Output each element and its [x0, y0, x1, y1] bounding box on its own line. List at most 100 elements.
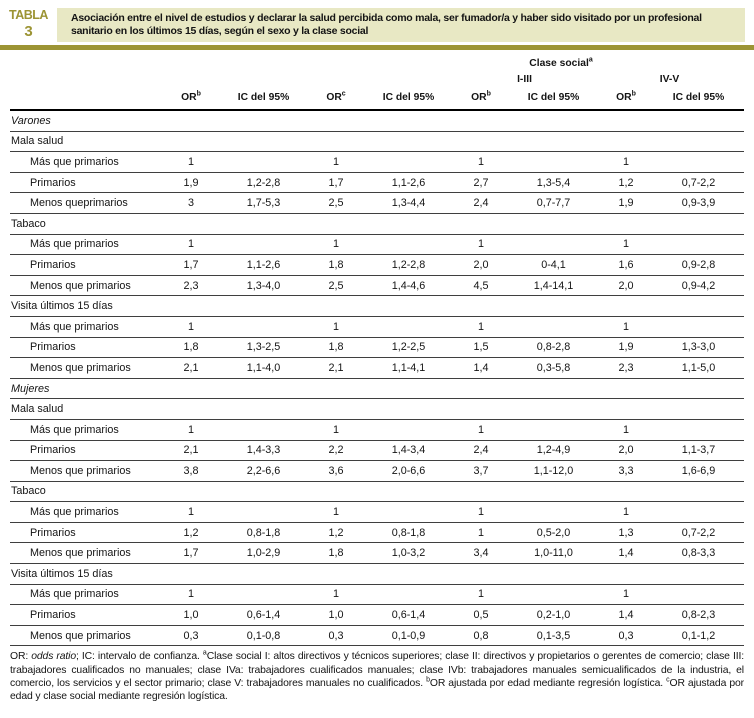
value-cell: 0,8-2,3 — [681, 609, 716, 622]
value-cell: 1,0-2,9 — [246, 547, 281, 560]
value-cell: 1,1-2,6 — [391, 176, 426, 189]
value-cell: 0,3-5,8 — [536, 361, 571, 374]
value-cell: 0,5 — [473, 609, 489, 622]
value-cell: 1 — [477, 526, 484, 539]
value-cell: 1 — [622, 320, 629, 333]
value-cell: 1 — [187, 155, 194, 168]
class-group-row: I-III IV-V — [10, 71, 744, 88]
value-cell: 1,2-2,8 — [391, 258, 426, 271]
value-cell: 1 — [477, 155, 484, 168]
footnote-superscript: c — [666, 676, 670, 684]
row-label: Varones — [11, 114, 51, 127]
row-label: Menos que primarios — [30, 279, 131, 292]
subheader-row: Mala salud — [10, 399, 744, 420]
row-label: Menos que primarios — [30, 547, 131, 560]
subheader-row: Tabaco — [10, 482, 744, 503]
subheader-row: Visita últimos 15 días — [10, 296, 744, 317]
value-cell: 0-4,1 — [541, 258, 566, 271]
row-label: Menos que primarios — [30, 464, 131, 477]
value-cell: 1 — [332, 506, 339, 519]
value-cell: 0,8-2,8 — [536, 341, 571, 354]
value-cell: 1,2-2,5 — [391, 341, 426, 354]
value-cell: 1,3-4,4 — [391, 197, 426, 210]
table-badge-label: TABLA — [9, 8, 48, 22]
value-cell: 0,3 — [183, 629, 199, 642]
value-cell: 0,5-2,0 — [536, 526, 571, 539]
group-row: Mujeres — [10, 379, 744, 400]
value-cell: 1,8 — [328, 258, 344, 271]
row-label: Primarios — [30, 609, 76, 622]
table-row: Más que primarios 1 1 1 1 — [10, 317, 744, 338]
value-cell: 0,7-7,7 — [536, 197, 571, 210]
row-label: Menos que primarios — [30, 361, 131, 374]
value-cell: 1,3-2,5 — [246, 341, 281, 354]
value-cell: 1,9 — [618, 341, 634, 354]
value-cell: 1 — [332, 423, 339, 436]
value-cell: 1,4 — [618, 609, 634, 622]
subheader-row: Tabaco — [10, 214, 744, 235]
value-cell: 1 — [332, 155, 339, 168]
value-cell: 4,5 — [473, 279, 489, 292]
table-row: Más que primarios 1 1 1 1 — [10, 585, 744, 606]
table-badge-number: 3 — [24, 22, 33, 40]
row-label: Tabaco — [11, 217, 46, 230]
spanner-row: Clase sociala — [10, 55, 744, 71]
value-cell: 1,7 — [183, 258, 199, 271]
value-cell: 1,2-2,8 — [246, 176, 281, 189]
table-head: Clase sociala I-III IV-V ORb IC del 95% OR… — [10, 55, 744, 111]
value-cell: 1 — [477, 588, 484, 601]
value-cell: 1 — [187, 320, 194, 333]
value-cell: 1 — [187, 423, 194, 436]
value-cell: 3 — [187, 197, 194, 210]
value-cell: 3,6 — [328, 464, 344, 477]
value-cell: 1,1-4,1 — [391, 361, 426, 374]
row-label: Más que primarios — [30, 423, 119, 436]
value-cell: 1 — [187, 506, 194, 519]
value-cell: 1,8 — [183, 341, 199, 354]
value-cell: 2,1 — [183, 444, 199, 457]
clase-social-spanner: Clase sociala — [529, 56, 593, 69]
value-cell: 1 — [332, 588, 339, 601]
table-badge: TABLA 3 — [0, 9, 57, 39]
value-cell: 0,1-0,8 — [246, 629, 281, 642]
row-label: Primarios — [30, 258, 76, 271]
value-cell: 0,3 — [618, 629, 634, 642]
value-cell: 1,8 — [328, 547, 344, 560]
column-header-5: ORb — [471, 90, 491, 103]
value-cell: 1,0-3,2 — [391, 547, 426, 560]
table-row: Menos que primarios 1,7 1,0-2,9 1,8 1,0-3,2 3… — [10, 543, 744, 565]
value-cell: 2,0-6,6 — [391, 464, 426, 477]
value-cell: 1,9 — [618, 197, 634, 210]
table-row: Menos que primarios 2,1 1,1-4,0 2,1 1,1-4,1 1… — [10, 358, 744, 379]
value-cell: 2,2-6,6 — [246, 464, 281, 477]
footnote-italic: odds ratio — [31, 651, 77, 663]
footnote: OR: odds ratio; IC: intervalo de confian… — [10, 649, 745, 703]
value-cell: 0,8 — [473, 629, 489, 642]
value-cell: 1,2 — [618, 176, 634, 189]
value-cell: 1,7 — [328, 176, 344, 189]
value-cell: 0,2-1,0 — [536, 609, 571, 622]
class-group-iv-v: IV-V — [659, 74, 680, 85]
column-header-6: IC del 95% — [527, 91, 580, 103]
table-row: Primarios 2,1 1,4-3,3 2,2 1,4-3,4 2,4 1,2-4,9 2… — [10, 441, 744, 462]
table-row: Menos que primarios 3,8 2,2-6,6 3,6 2,0-6,6 3… — [10, 461, 744, 482]
table-row: Primarios 1,2 0,8-1,8 1,2 0,8-1,8 1 0,5-2,0 1,3… — [10, 523, 744, 544]
value-cell: 1,0 — [328, 609, 344, 622]
value-cell: 1,9 — [183, 176, 199, 189]
value-cell: 1,5 — [473, 341, 489, 354]
row-label: Menos queprimarios — [30, 197, 128, 210]
row-label: Más que primarios — [30, 506, 119, 519]
column-header-7: ORb — [616, 90, 636, 103]
row-label: Tabaco — [11, 485, 46, 498]
value-cell: 1 — [332, 238, 339, 251]
subheader-row: Visita últimos 15 días — [10, 564, 744, 585]
value-cell: 1,4-14,1 — [533, 279, 574, 292]
header-rule — [0, 45, 754, 50]
table-row: Menos queprimarios 3 1,7-5,3 2,5 1,3-4,4 2,4 0… — [10, 193, 744, 214]
value-cell: 2,5 — [328, 197, 344, 210]
row-label: Mujeres — [11, 382, 50, 395]
row-label: Más que primarios — [30, 320, 119, 333]
value-cell: 2,0 — [618, 444, 634, 457]
value-cell: 2,3 — [183, 279, 199, 292]
value-cell: 1,4 — [473, 361, 489, 374]
